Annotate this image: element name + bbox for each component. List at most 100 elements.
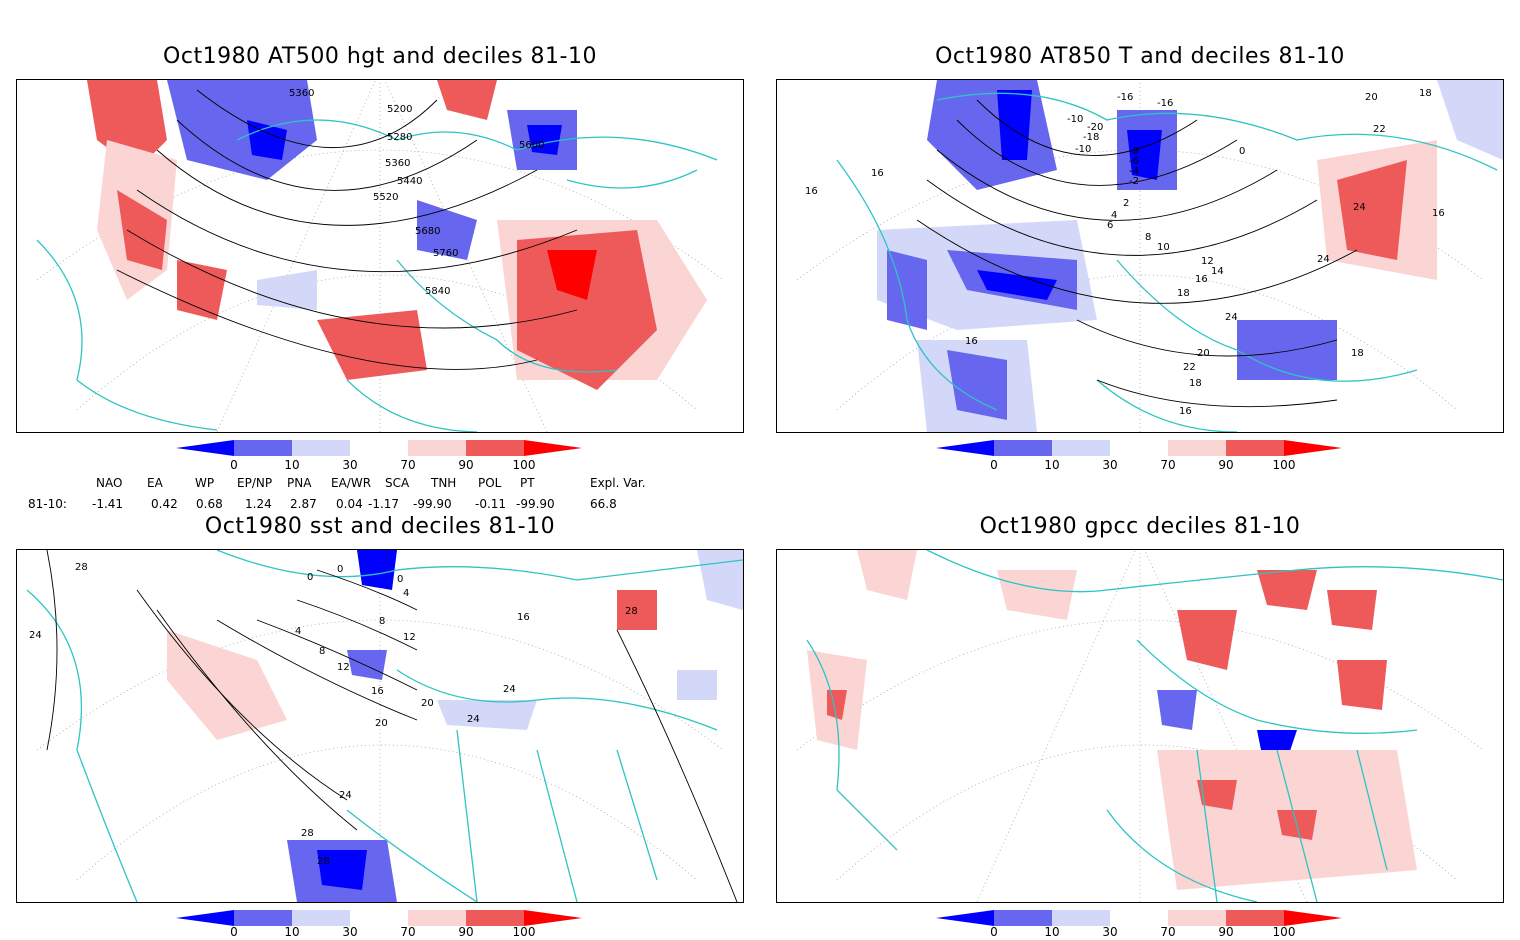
colorbar-swatch-white (350, 440, 408, 456)
colorbar-label: 90 (458, 458, 474, 472)
contour-label: 18 (1177, 288, 1190, 299)
colorbar-label: 10 (1044, 925, 1060, 939)
contour-label: 24 (467, 714, 480, 725)
colorbar-swatch-0-10 (176, 440, 234, 456)
panel-title-t850: Oct1980 AT850 T and deciles 81-10 (935, 44, 1345, 69)
colorbar-label: 10 (284, 925, 300, 939)
index-header-nao: NAO (96, 476, 123, 490)
contour-label: 16 (1195, 274, 1208, 285)
contour-label: 24 (1317, 254, 1330, 265)
grid-lines (796, 550, 1484, 902)
contour-labels: -16 -16 -10 -20 -18 -10 -8 -6 -4 -2 0 2 … (805, 88, 1445, 417)
index-header-tnh: TNH (431, 476, 457, 490)
panel-title-gpcc: Oct1980 gpcc deciles 81-10 (979, 514, 1301, 539)
colorbar-label: 90 (1218, 458, 1234, 472)
contour-label: 5520 (373, 192, 398, 203)
contour-label: 16 (1179, 406, 1192, 417)
index-header-pol: POL (478, 476, 502, 490)
contour-label: -10 (1075, 144, 1091, 155)
contour-label: 18 (1351, 348, 1364, 359)
contour-label: 16 (805, 186, 818, 197)
contour-label: 28 (625, 606, 638, 617)
contour-label: 28 (317, 856, 330, 867)
contour-label: 0 (397, 574, 403, 585)
contour-label: -2 (1129, 176, 1139, 187)
index-header-wp: WP (195, 476, 215, 490)
decile-shading (167, 550, 743, 902)
contour-label: 5280 (387, 132, 412, 143)
coastlines (836, 92, 1498, 432)
colorbar-label: 70 (400, 925, 416, 939)
map-sst: 28 24 0 0 0 4 4 8 8 12 12 16 16 20 20 24… (16, 549, 744, 903)
index-value-tnh: -99.90 (413, 497, 452, 511)
contour-labels: 5360 5200 5280 5360 5440 5520 5600 5680 … (289, 88, 544, 297)
contour-label: 12 (1201, 256, 1214, 267)
map-hgt500-svg: 5360 5200 5280 5360 5440 5520 5600 5680 … (36, 80, 724, 432)
colorbar-label: 30 (342, 925, 358, 939)
contour-label: 20 (1365, 92, 1378, 103)
colorbar-label: 100 (1272, 458, 1296, 472)
colorbar-hgt500: 0 10 30 70 90 100 (176, 440, 596, 480)
colorbar-svg (176, 910, 582, 926)
index-value-epnp: 1.24 (245, 497, 272, 511)
contour-label: 4 (1111, 210, 1117, 221)
contour-label: 22 (1373, 124, 1386, 135)
colorbar-gpcc: 0 10 30 70 90 100 (936, 910, 1356, 940)
colorbar-label: 10 (284, 458, 300, 472)
contour-label: 8 (379, 616, 385, 627)
contour-label: 12 (403, 632, 416, 643)
index-value-eawr: 0.04 (336, 497, 363, 511)
contour-label: 28 (301, 828, 314, 839)
contour-label: 5440 (397, 176, 422, 187)
colorbar-label: 30 (342, 458, 358, 472)
sst-contours (46, 550, 738, 902)
contour-label: 5760 (433, 248, 458, 259)
contour-label: 5360 (289, 88, 314, 99)
colorbar-swatch-top (524, 440, 582, 456)
colorbar-swatch-10-30 (234, 440, 292, 456)
contour-label: 5200 (387, 104, 412, 115)
coastlines (26, 550, 743, 902)
contour-label: -16 (1157, 98, 1173, 109)
contour-label: 24 (503, 684, 516, 695)
map-hgt500: 5360 5200 5280 5360 5440 5520 5600 5680 … (16, 79, 744, 433)
contour-label: 6 (1107, 220, 1113, 231)
contour-label: 5600 (519, 140, 544, 151)
panel-title-hgt500: Oct1980 AT500 hgt and deciles 81-10 (163, 44, 597, 69)
index-header-sca: SCA (385, 476, 410, 490)
contour-label: 8 (1145, 232, 1151, 243)
contour-label: -4 (1129, 166, 1139, 177)
temp-contours (916, 99, 1358, 408)
colorbar-label: 70 (400, 458, 416, 472)
contour-label: 20 (1197, 348, 1210, 359)
colorbar-swatch-30-70 (292, 440, 350, 456)
grid-lines (796, 80, 1484, 432)
contour-labels: 28 24 0 0 0 4 4 8 8 12 12 16 16 20 20 24… (29, 562, 638, 867)
contour-label: 14 (1211, 266, 1224, 277)
contour-label: 4 (403, 588, 409, 599)
index-header-eawr: EA/WR (331, 476, 372, 490)
colorbar-label: 100 (1272, 925, 1296, 939)
index-value-pt: -99.90 (516, 497, 555, 511)
contour-label: 16 (371, 686, 384, 697)
map-t850: -16 -16 -10 -20 -18 -10 -8 -6 -4 -2 0 2 … (776, 79, 1504, 433)
contour-label: 16 (517, 612, 530, 623)
index-header-ea: EA (147, 476, 163, 490)
map-sst-svg: 28 24 0 0 0 4 4 8 8 12 12 16 16 20 20 24… (26, 550, 743, 902)
colorbar-label: 30 (1102, 458, 1118, 472)
index-value-ea: 0.42 (151, 497, 178, 511)
index-header-pna: PNA (287, 476, 312, 490)
contour-label: 22 (1183, 362, 1196, 373)
colorbar-svg (936, 440, 1342, 456)
colorbar-swatch-70-90 (408, 440, 466, 456)
index-header-pt: PT (520, 476, 535, 490)
colorbar-label: 70 (1160, 458, 1176, 472)
contour-label: -18 (1083, 132, 1099, 143)
colorbar-label: 0 (990, 458, 998, 472)
contour-label: 0 (1239, 146, 1245, 157)
contour-label: 0 (307, 572, 313, 583)
contour-label: 4 (295, 626, 301, 637)
contour-label: 2 (1123, 198, 1129, 209)
decile-shading (877, 80, 1503, 432)
contour-label: 24 (339, 790, 352, 801)
